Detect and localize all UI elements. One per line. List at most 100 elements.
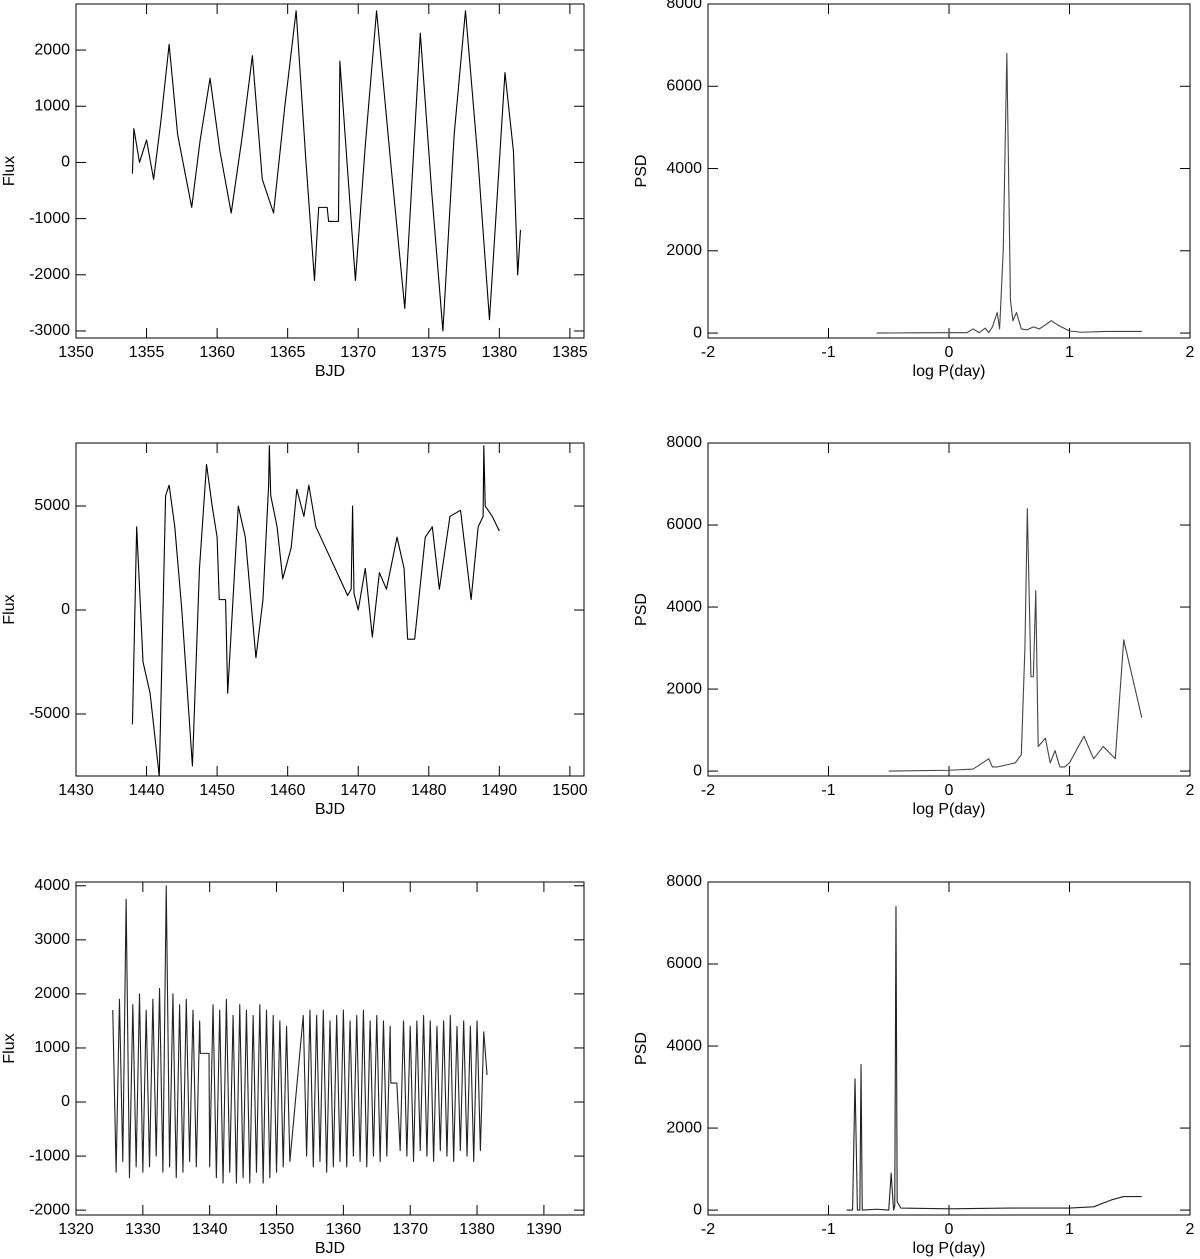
y-tick-label: 1000	[34, 97, 70, 114]
x-tick-label: 1385	[552, 344, 588, 361]
data-line	[131, 10, 522, 332]
y-tick-label: 0	[693, 762, 702, 779]
plot-frame	[75, 442, 585, 777]
y-tick-label: 6000	[666, 77, 702, 94]
x-tick-label: 1330	[125, 1221, 161, 1238]
y-tick-label: 8000	[666, 0, 702, 12]
x-tick-label: -1	[821, 344, 835, 361]
x-tick-label: 1	[1065, 782, 1074, 799]
x-tick-label: 1370	[340, 344, 376, 361]
data-line	[888, 508, 1143, 772]
y-axis-label: PSD	[633, 1032, 650, 1065]
y-tick-label: 3000	[34, 931, 70, 948]
data-line	[131, 445, 500, 776]
x-tick-label: 1480	[411, 782, 447, 799]
x-tick-label: 1430	[58, 782, 94, 799]
x-tick-label: 1375	[411, 344, 447, 361]
y-tick-label: -1000	[29, 1147, 70, 1164]
x-axis-label: log P(day)	[913, 363, 986, 380]
x-tick-label: 1355	[129, 344, 165, 361]
x-tick-label: 1450	[199, 782, 235, 799]
y-tick-label: 2000	[666, 680, 702, 697]
y-tick-label: -2000	[29, 1201, 70, 1218]
x-tick-label: 1380	[482, 344, 518, 361]
data-line	[846, 906, 1142, 1211]
y-tick-label: 0	[61, 154, 70, 171]
y-axis-label: Flux	[1, 1033, 18, 1063]
y-tick-label: 4000	[666, 598, 702, 615]
x-tick-label: 1350	[259, 1221, 295, 1238]
y-tick-label: -2000	[29, 266, 70, 283]
x-tick-label: 1	[1065, 1221, 1074, 1238]
x-tick-label: 1460	[270, 782, 306, 799]
x-tick-label: 1350	[58, 344, 94, 361]
x-axis-label: log P(day)	[913, 801, 986, 818]
panel: -2 -1 0 1 2 0 2000 4000 6000 8000 log P(day) PSD	[633, 434, 1194, 818]
data-line	[876, 52, 1142, 334]
x-axis-label: BJD	[315, 801, 345, 818]
x-tick-label: 1365	[270, 344, 306, 361]
panel: -2 -1 0 1 2 0 2000 4000 6000 8000 log P(day) PSD	[633, 873, 1194, 1257]
x-tick-label: -2	[701, 1221, 715, 1238]
x-tick-label: 1320	[58, 1221, 94, 1238]
y-tick-label: 0	[61, 601, 70, 618]
x-tick-label: 2	[1186, 782, 1195, 799]
x-tick-label: 1370	[392, 1221, 428, 1238]
plot-frame	[707, 3, 1191, 339]
panel: -2 -1 0 1 2 0 2000 4000 6000 8000 log P(day) PSD	[633, 0, 1194, 380]
x-tick-label: -2	[701, 782, 715, 799]
x-tick-label: 1470	[340, 782, 376, 799]
y-axis-label: PSD	[633, 593, 650, 626]
panel: 1430 1440 1450 1460 1470 1480 1490 1500 -5000 0 50…	[1, 442, 588, 818]
y-tick-label: 0	[61, 1093, 70, 1110]
y-tick-label: 2000	[34, 985, 70, 1002]
plot-frame	[707, 881, 1191, 1216]
plot-frame	[75, 881, 585, 1216]
x-tick-label: 0	[945, 782, 954, 799]
x-tick-label: 0	[945, 1221, 954, 1238]
x-tick-label: 1390	[526, 1221, 562, 1238]
y-tick-label: -5000	[29, 705, 70, 722]
y-tick-label: -3000	[29, 322, 70, 339]
y-tick-label: 5000	[34, 497, 70, 514]
x-tick-label: 1500	[552, 782, 588, 799]
y-tick-label: 2000	[666, 242, 702, 259]
panel: 1320 1330 1340 1350 1360 1370 1380 1390 -2000 -10…	[1, 877, 585, 1257]
y-tick-label: 2000	[34, 41, 70, 58]
x-axis-label: BJD	[315, 1240, 345, 1257]
x-tick-label: -1	[821, 1221, 835, 1238]
x-tick-label: 1	[1065, 344, 1074, 361]
panel: 1350 1355 1360 1365 1370 1375 1380 1385 -3000 -20…	[1, 3, 588, 380]
x-tick-label: 2	[1186, 1221, 1195, 1238]
y-tick-label: 8000	[666, 873, 702, 890]
y-tick-label: 4000	[666, 1037, 702, 1054]
x-tick-label: 0	[945, 344, 954, 361]
plot-frame	[75, 3, 585, 339]
y-axis-label: Flux	[1, 156, 18, 186]
y-tick-label: 6000	[666, 516, 702, 533]
x-tick-label: 1380	[459, 1221, 495, 1238]
y-tick-label: 1000	[34, 1039, 70, 1056]
x-tick-label: 1440	[129, 782, 165, 799]
x-tick-label: 1360	[326, 1221, 362, 1238]
y-tick-label: 2000	[666, 1119, 702, 1136]
y-tick-label: 6000	[666, 955, 702, 972]
x-tick-label: 1360	[199, 344, 235, 361]
data-line	[112, 885, 488, 1184]
y-axis-label: PSD	[633, 155, 650, 188]
y-axis-label: Flux	[1, 594, 18, 624]
x-tick-label: -1	[821, 782, 835, 799]
x-tick-label: -2	[701, 344, 715, 361]
x-axis-label: BJD	[315, 363, 345, 380]
y-tick-label: 0	[693, 324, 702, 341]
y-tick-label: 8000	[666, 434, 702, 451]
x-axis-label: log P(day)	[913, 1240, 986, 1257]
x-tick-label: 1340	[192, 1221, 228, 1238]
y-tick-label: 4000	[666, 160, 702, 177]
x-tick-label: 1490	[482, 782, 518, 799]
y-tick-label: -1000	[29, 210, 70, 227]
x-tick-label: 2	[1186, 344, 1195, 361]
y-tick-label: 0	[693, 1201, 702, 1218]
